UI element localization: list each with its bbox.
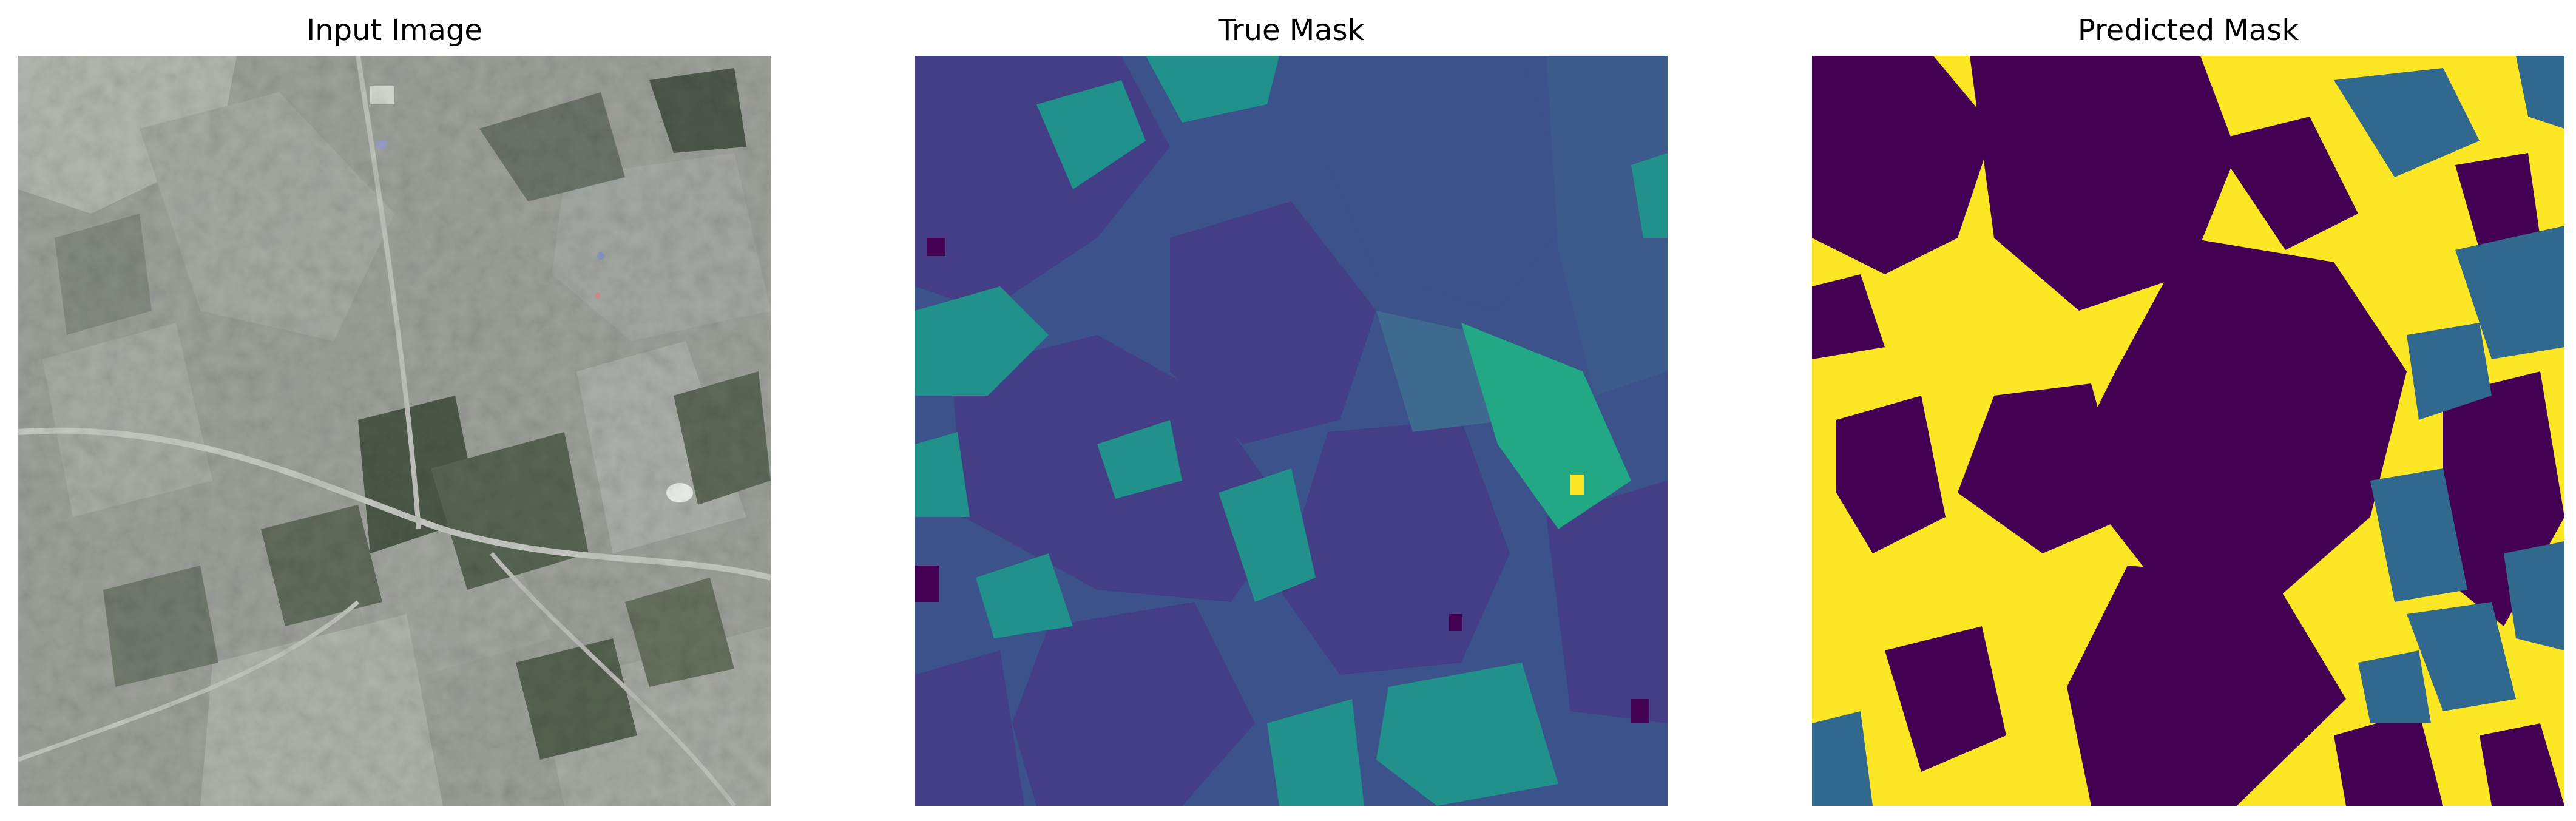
input-image-title: Input Image bbox=[306, 13, 482, 47]
predicted-mask-panel: Predicted Mask bbox=[1812, 0, 2564, 821]
predicted-mask-graphic bbox=[1812, 56, 2564, 806]
predicted-mask-title: Predicted Mask bbox=[2077, 13, 2299, 47]
true-mask-image bbox=[915, 56, 1668, 806]
true-mask-title: True Mask bbox=[1218, 13, 1365, 47]
predicted-mask-image bbox=[1812, 56, 2564, 806]
true-mask-graphic bbox=[915, 56, 1668, 806]
true-mask-panel: True Mask bbox=[915, 0, 1668, 821]
input-image bbox=[18, 56, 771, 806]
input-image-graphic bbox=[18, 56, 771, 806]
input-image-panel: Input Image bbox=[18, 0, 771, 821]
